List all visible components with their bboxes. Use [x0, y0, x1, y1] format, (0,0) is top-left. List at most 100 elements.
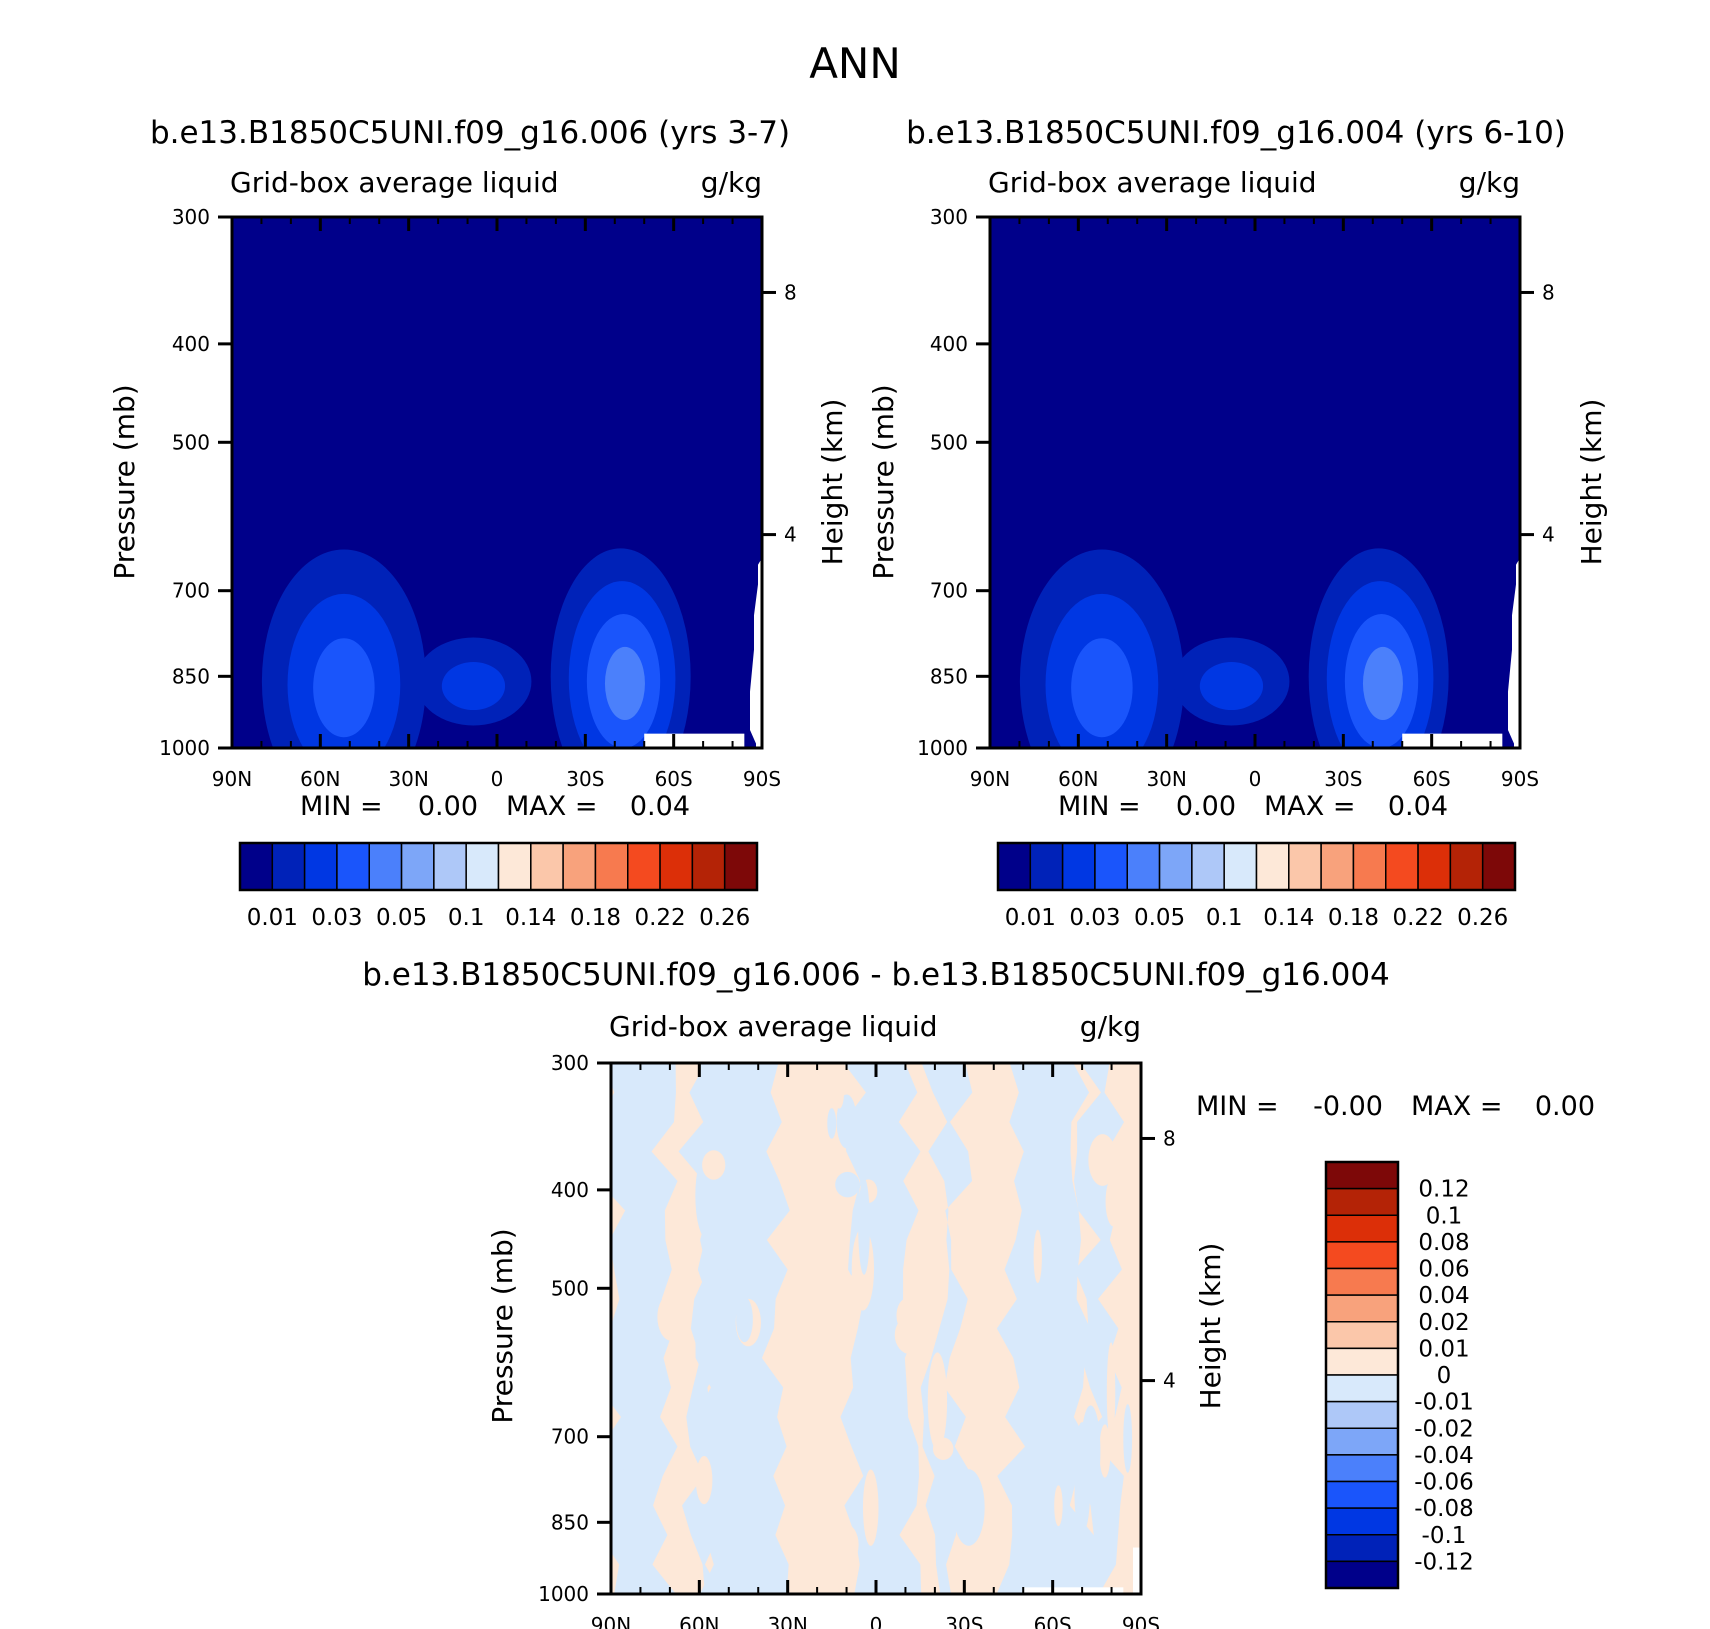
colorbar: 0.01 0.03 0.05 0.1 0.14 0.18 0.22 0.26: [238, 841, 759, 931]
x-tick-label: 30S: [945, 1613, 983, 1629]
missing-data-region: [1402, 733, 1503, 748]
field-patch: [927, 1352, 948, 1451]
colorbar-swatch: [691, 842, 726, 891]
x-tick-label: 90N: [591, 1613, 631, 1629]
y-tick-label: 300: [930, 205, 968, 229]
field-patch: [1054, 1485, 1063, 1527]
panel-units-label: g/kg: [1080, 1010, 1141, 1043]
field-patch: [1080, 1405, 1101, 1498]
colorbar-swatch: [1325, 1187, 1399, 1216]
colorbar-swatch: [1481, 842, 1516, 891]
plot-area: [611, 1063, 1141, 1594]
x-tick-label: 60N: [300, 767, 340, 791]
x-tick-label: 30S: [1324, 767, 1362, 791]
missing-data-region: [1508, 558, 1520, 748]
colorbar-label: 0.12: [1418, 1177, 1469, 1203]
field-patch: [836, 1094, 857, 1149]
colorbar-swatch: [1126, 842, 1161, 891]
colorbar-label: 0.22: [1392, 905, 1443, 931]
x-tick-label: 90S: [1501, 767, 1539, 791]
field-patch: [858, 1178, 870, 1275]
x-tick-label: 60N: [679, 1613, 719, 1629]
colorbar-swatch: [1325, 1427, 1399, 1456]
min-label: MIN =: [1058, 791, 1141, 822]
contour-level: [604, 646, 645, 721]
colorbar-swatch: [1325, 1294, 1399, 1323]
missing-data-region: [750, 558, 762, 748]
y-tick-label: 300: [551, 1051, 589, 1075]
colorbar-swatch: [1325, 1400, 1399, 1429]
y-tick-label: 850: [172, 664, 210, 688]
field-patch: [835, 1171, 860, 1198]
colorbar-swatch: [1417, 842, 1452, 891]
colorbar-swatch: [562, 842, 597, 891]
y-axis-label: Pressure (mb): [108, 384, 141, 579]
panel-run-006: b.e13.B1850C5UNI.f09_g16.006 (yrs 3-7) G…: [108, 115, 849, 931]
y-right-axis-label: Height (km): [1575, 399, 1608, 566]
colorbar-swatch: [1325, 1241, 1399, 1270]
contour-level: [1362, 646, 1403, 721]
y-axis-label: Pressure (mb): [867, 384, 900, 579]
x-tick-label: 90S: [1122, 1613, 1160, 1629]
colorbar-swatch: [497, 842, 532, 891]
missing-data-region: [1133, 1547, 1141, 1594]
y-tick-label: 1000: [538, 1582, 589, 1606]
colorbar-label: 0.01: [1418, 1336, 1469, 1362]
colorbar-swatch: [530, 842, 564, 891]
colorbar-swatch: [1352, 842, 1387, 891]
y-tick-label: 1000: [917, 736, 968, 760]
colorbar-swatch: [1029, 842, 1064, 891]
panel-title: b.e13.B1850C5UNI.f09_g16.006 - b.e13.B18…: [362, 957, 1390, 993]
x-tick-label: 60N: [1058, 767, 1098, 791]
colorbar-label: -0.08: [1414, 1496, 1474, 1522]
colorbar-swatch: [1288, 842, 1322, 891]
field-patch: [702, 1150, 726, 1180]
y-tick-label: 850: [930, 664, 968, 688]
x-tick-label: 60S: [1413, 767, 1451, 791]
max-value: 0.04: [1388, 791, 1448, 822]
colorbar-label: 0.06: [1418, 1257, 1469, 1283]
missing-data-region: [1023, 1587, 1124, 1594]
field-patch: [1106, 1342, 1116, 1442]
field-patch: [952, 1469, 985, 1546]
colorbar-label: 0.1: [1206, 905, 1243, 931]
colorbar-swatch: [1325, 1267, 1399, 1296]
colorbar-label: -0.01: [1414, 1390, 1474, 1416]
colorbar-swatch: [1325, 1321, 1399, 1350]
field-patch: [695, 1456, 713, 1505]
colorbar-swatch: [627, 842, 661, 891]
axes: 90N 60N 30N 0 30S 60S 90S 300 400 500 700 850 1000 8 4: [538, 1051, 1176, 1629]
colorbar-label: 0.04: [1418, 1283, 1469, 1309]
field-patch: [741, 1551, 751, 1594]
x-tick-label: 0: [1249, 767, 1262, 791]
y-tick-label: 700: [172, 579, 210, 603]
colorbar-swatch: [1449, 842, 1484, 891]
min-value: 0.00: [418, 791, 478, 822]
field-patch: [834, 1078, 844, 1109]
colorbar-swatch: [303, 842, 338, 891]
colorbar-swatch: [336, 842, 370, 891]
colorbar-label: 0.02: [1418, 1310, 1469, 1336]
y-tick-label: 850: [551, 1510, 589, 1534]
y-tick-label: 500: [551, 1276, 589, 1300]
field-patch: [1033, 1229, 1042, 1284]
colorbar-swatch: [271, 842, 306, 891]
y-right-tick-label: 8: [1163, 1126, 1176, 1150]
y-tick-label: 400: [930, 332, 968, 356]
min-label: MIN =: [300, 791, 383, 822]
min-value: 0.00: [1176, 791, 1236, 822]
field-group: [232, 217, 762, 748]
colorbar-swatch: [400, 842, 435, 891]
field-patch: [1010, 1538, 1023, 1594]
colorbar-swatch: [1325, 1454, 1399, 1483]
colorbar-label: 0.26: [1457, 905, 1508, 931]
y-tick-label: 300: [172, 205, 210, 229]
y-tick-label: 1000: [159, 736, 210, 760]
colorbar-swatch: [1325, 1560, 1399, 1589]
y-tick-label: 700: [551, 1425, 589, 1449]
y-tick-label: 700: [930, 579, 968, 603]
y-tick-label: 400: [172, 332, 210, 356]
colorbar-swatch: [594, 842, 629, 891]
x-tick-label: 0: [870, 1613, 883, 1629]
colorbar: 0.120.10.080.060.040.020.010-0.01-0.02-0…: [1324, 1160, 1474, 1590]
